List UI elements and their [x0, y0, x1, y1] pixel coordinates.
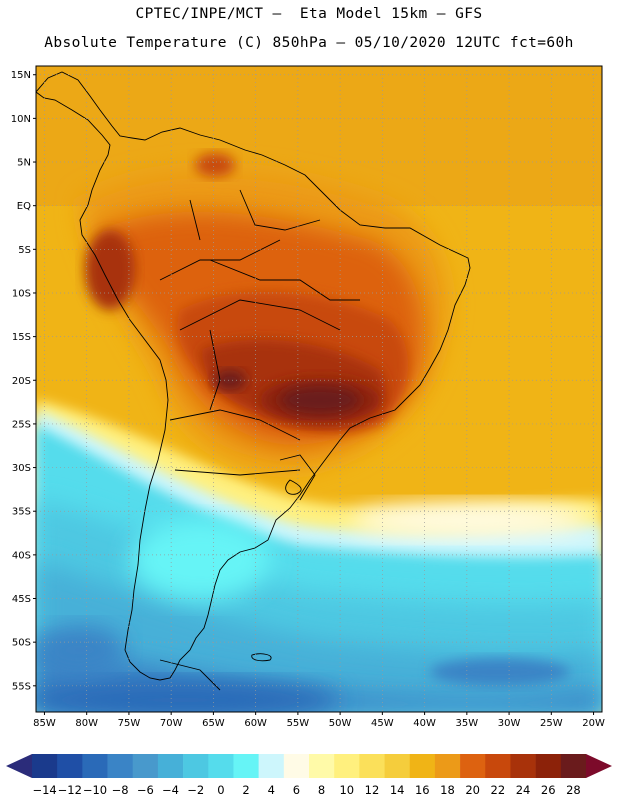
colorbar-cell — [535, 754, 562, 778]
latitude-label: 35S — [12, 507, 31, 518]
colorbar-high-arrow — [586, 754, 612, 778]
colorbar-cell — [107, 754, 134, 778]
longitude-label: 35W — [456, 718, 479, 729]
latitude-label: 10S — [12, 288, 31, 299]
colorbar-label: 4 — [268, 783, 275, 797]
longitude-label: 60W — [244, 718, 267, 729]
colorbar-cell — [82, 754, 108, 778]
colorbar-cell — [208, 754, 234, 778]
latitude-label: EQ — [17, 201, 31, 212]
map-subtitle: Absolute Temperature (C) 850hPa – 05/10/… — [44, 35, 574, 51]
longitude-label: 20W — [582, 718, 605, 729]
colorbar-label: −12 — [58, 783, 82, 797]
colorbar-label: −6 — [137, 783, 154, 797]
latitude-label: 55S — [12, 681, 31, 692]
colorbar: −14 −12 −10 −8 −6 −4 −2 0 2 4 6 8 10 12 14 16 18 20 22 24 26… — [6, 754, 612, 797]
latitude-label: 45S — [12, 594, 31, 605]
longitude-label: 65W — [202, 718, 225, 729]
colorbar-label: 8 — [318, 783, 325, 797]
coastline — [36, 71, 471, 691]
longitude-label: 40W — [413, 718, 436, 729]
colorbar-cell — [359, 754, 385, 778]
latitude-label: 10N — [11, 114, 31, 125]
colorbar-label: 20 — [465, 783, 480, 797]
colorbar-cell — [183, 754, 209, 778]
latitude-label: 40S — [12, 550, 31, 561]
colorbar-cell — [157, 754, 184, 778]
axis-ticks — [33, 74, 595, 715]
colorbar-label: 0 — [217, 783, 224, 797]
colorbar-cell — [258, 754, 285, 778]
longitude-label: 80W — [75, 718, 98, 729]
colorbar-cell — [334, 754, 360, 778]
colorbar-cell — [434, 754, 461, 778]
longitude-labels: 85W 80W 75W 70W 65W 60W 55W 50W 45W 40W 35W 30W 25W 2… — [33, 718, 605, 729]
longitude-label: 85W — [33, 718, 56, 729]
colorbar-label: 22 — [491, 783, 506, 797]
longitude-label: 25W — [540, 718, 563, 729]
latitude-label: 5S — [18, 245, 31, 256]
colorbar-cell — [485, 754, 511, 778]
colorbar-cell — [510, 754, 536, 778]
latitude-label: 20S — [12, 376, 31, 387]
colorbar-cell — [57, 754, 83, 778]
longitude-label: 50W — [329, 718, 352, 729]
temperature-field — [36, 66, 602, 712]
colorbar-cells — [32, 754, 587, 778]
latitude-label: 30S — [12, 463, 31, 474]
colorbar-cell — [384, 754, 411, 778]
latitude-label: 15S — [12, 332, 31, 343]
colorbar-label: 12 — [365, 783, 380, 797]
longitude-label: 45W — [371, 718, 394, 729]
map-title: CPTEC/INPE/MCT – Eta Model 15km – GFS — [135, 6, 483, 22]
colorbar-label: 10 — [339, 783, 354, 797]
longitude-label: 30W — [498, 718, 521, 729]
longitude-label: 55W — [287, 718, 310, 729]
temperature-map: 15N 10N 5N EQ 5S 10S 15S 20S 25S 30S 35S 40S 45S 50S 5… — [11, 65, 605, 729]
longitude-label: 70W — [160, 718, 183, 729]
colorbar-label: 6 — [293, 783, 300, 797]
latitude-label: 50S — [12, 638, 31, 649]
colorbar-low-arrow — [6, 754, 32, 778]
colorbar-label: 14 — [390, 783, 405, 797]
colorbar-label: −2 — [187, 783, 204, 797]
colorbar-cell — [309, 754, 335, 778]
colorbar-label: 28 — [566, 783, 581, 797]
latitude-label: 5N — [17, 158, 31, 169]
colorbar-cell — [560, 754, 587, 778]
map-frame — [35, 65, 603, 713]
colorbar-cell — [233, 754, 259, 778]
colorbar-cell — [460, 754, 486, 778]
colorbar-cell — [409, 754, 436, 778]
colorbar-label: 24 — [516, 783, 531, 797]
colorbar-label: 2 — [242, 783, 249, 797]
colorbar-label: −4 — [162, 783, 179, 797]
colorbar-labels: −14 −12 −10 −8 −6 −4 −2 0 2 4 6 8 10 12 14 16 18 20 22 24 26… — [32, 783, 580, 797]
colorbar-cell — [132, 754, 159, 778]
colorbar-label: −14 — [32, 783, 56, 797]
colorbar-label: 16 — [415, 783, 430, 797]
latitude-label: 15N — [11, 70, 31, 81]
colorbar-label: 26 — [541, 783, 556, 797]
colorbar-label: −8 — [112, 783, 129, 797]
colorbar-cell — [32, 754, 58, 778]
latitude-label: 25S — [12, 419, 31, 430]
latitude-labels: 15N 10N 5N EQ 5S 10S 15S 20S 25S 30S 35S 40S 45S 50S 5… — [11, 70, 31, 692]
colorbar-cell — [283, 754, 310, 778]
longitude-label: 75W — [118, 718, 141, 729]
colorbar-label: −10 — [83, 783, 107, 797]
colorbar-label: 18 — [440, 783, 455, 797]
